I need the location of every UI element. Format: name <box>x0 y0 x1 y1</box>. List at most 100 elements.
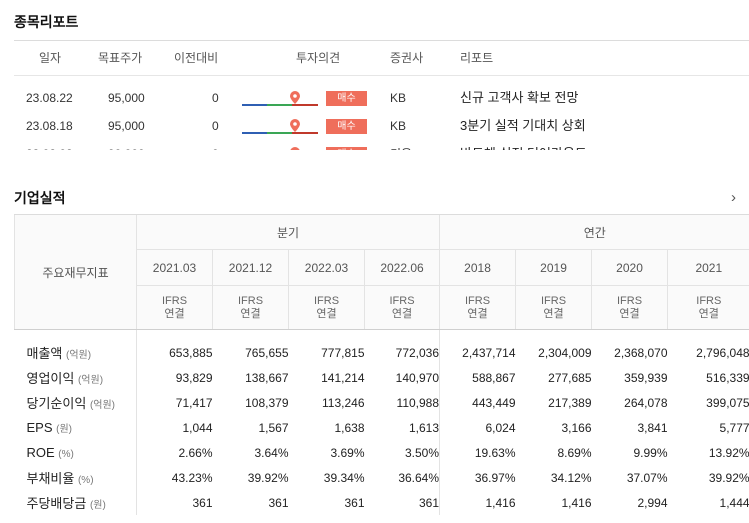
col-broker: 증권사 <box>390 51 424 65</box>
period-header: 2022.06 <box>363 249 440 286</box>
metric-value: 6,024 <box>439 415 516 440</box>
metric-value: 110,988 <box>396 395 440 410</box>
metric-value: 138,667 <box>245 370 289 385</box>
report-broker: 키움 <box>390 140 412 150</box>
financial-rows: 매출액 (억원) 653,885 765,655 777,815 772,036 2,43… <box>15 340 749 515</box>
financial-row: 주당배당금 (원) 361 361 361 361 1,416 1,416 2,994 1,44… <box>15 490 749 515</box>
metric-value: 217,389 <box>548 395 592 410</box>
metric-value: 3,841 <box>637 420 668 435</box>
financial-row: 영업이익 (억원) 93,829 138,667 141,214 140,970 588,… <box>15 365 749 390</box>
metric-value: 1,567 <box>258 420 289 435</box>
opinion-badge: 매수 <box>326 119 367 134</box>
metric-value: 1,416 <box>439 490 516 515</box>
financial-row: EPS (원) 1,044 1,567 1,638 1,613 6,024 3,166 3,8… <box>15 415 749 440</box>
period-header: 2018 <box>439 249 516 286</box>
ifrs-label: IFRS 연결 <box>136 285 213 330</box>
metric-value: 141,214 <box>321 370 365 385</box>
financial-row: 당기순이익 (억원) 71,417 108,379 113,246 110,988 443… <box>15 390 749 415</box>
financial-row: 매출액 (억원) 653,885 765,655 777,815 772,036 2,43… <box>15 340 749 365</box>
metric-value: 140,970 <box>395 370 440 385</box>
metric-label: 매출액 (억원) <box>26 346 92 361</box>
report-target: 95,000 <box>108 91 145 105</box>
ifrs-label: IFRS 연결 <box>591 285 668 330</box>
chevron-right-icon[interactable]: › <box>731 189 736 206</box>
metric-value: 2,304,009 <box>538 345 592 360</box>
metric-value: 9.99% <box>633 445 668 460</box>
report-title-link[interactable]: 3분기 실적 기대치 상회 <box>460 118 586 133</box>
metric-value: 653,885 <box>136 340 213 365</box>
report-date: 23.08.08 <box>26 140 73 150</box>
metric-value: 19.63% <box>439 440 516 465</box>
metric-value: 1,044 <box>136 415 213 440</box>
ifrs-label: IFRS 연결 <box>515 285 592 330</box>
report-row[interactable]: 23.08.08 90,000 0 매수 키움 반도체 실적 턴어라운드 <box>14 140 749 150</box>
opinion-gauge-icon <box>290 147 300 150</box>
metric-label: 부채비율 (%) <box>26 471 94 486</box>
opinion-badge: 매수 <box>326 91 367 106</box>
report-date: 23.08.18 <box>26 119 73 133</box>
metric-value: 2.66% <box>136 440 213 465</box>
financial-table: 주요재무지표 분기 연간 2021.03 2021.12 2022.03 202… <box>14 214 749 515</box>
ifrs-label: IFRS 연결 <box>439 285 516 330</box>
metric-value: 1,444 <box>719 495 749 510</box>
metric-value: 2,796,048 <box>696 345 749 360</box>
metric-value: 108,379 <box>245 395 289 410</box>
report-target: 90,000 <box>108 140 145 150</box>
ifrs-label: IFRS 연결 <box>288 285 365 330</box>
report-list[interactable]: 23.08.22 95,000 0 매수 KB 신규 고객사 확보 전망 23.… <box>14 84 749 150</box>
metric-value: 2,437,714 <box>439 340 516 365</box>
col-opinion: 투자의견 <box>296 51 341 65</box>
metric-value: 359,939 <box>624 370 668 385</box>
metric-value: 36.97% <box>439 465 516 490</box>
metric-value: 264,078 <box>624 395 668 410</box>
report-change: 0 <box>212 119 219 133</box>
period-header: 2021.03 <box>136 249 213 286</box>
col-report: 리포트 <box>460 51 494 65</box>
metric-value: 1,416 <box>561 495 592 510</box>
metric-value: 361 <box>268 495 289 510</box>
report-row[interactable]: 23.08.22 95,000 0 매수 KB 신규 고객사 확보 전망 <box>14 84 749 112</box>
period-header: 2021 <box>667 249 749 286</box>
metric-value: 361 <box>136 490 213 515</box>
metric-value: 277,685 <box>548 370 592 385</box>
metric-value: 2,368,070 <box>614 345 668 360</box>
report-table-header: 일자 목표주가 이전대비 투자의견 증권사 리포트 <box>14 40 749 76</box>
metric-value: 3.50% <box>405 445 440 460</box>
col-date: 일자 <box>39 51 62 65</box>
metric-value: 361 <box>344 495 365 510</box>
opinion-badge: 매수 <box>326 147 367 150</box>
metric-value: 39.92% <box>708 470 749 485</box>
metric-label: EPS (원) <box>26 420 73 435</box>
metric-value: 37.07% <box>626 470 668 485</box>
financial-row: 부채비율 (%) 43.23% 39.92% 39.34% 36.64% 36.97% 34… <box>15 465 749 490</box>
period-header: 2021.12 <box>212 249 289 286</box>
report-title-link[interactable]: 반도체 실적 턴어라운드 <box>460 140 587 150</box>
opinion-gauge-icon <box>242 119 318 134</box>
metric-value: 588,867 <box>439 365 516 390</box>
metric-value: 39.92% <box>247 470 289 485</box>
financial-row: ROE (%) 2.66% 3.64% 3.69% 3.50% 19.63% 8.69% 9.… <box>15 440 749 465</box>
report-row[interactable]: 23.08.18 95,000 0 매수 KB 3분기 실적 기대치 상회 <box>14 112 749 140</box>
row-header-label: 주요재무지표 <box>14 214 137 330</box>
metric-value: 34.12% <box>550 470 592 485</box>
metric-value: 3.69% <box>330 445 365 460</box>
report-target: 95,000 <box>108 119 145 133</box>
report-title-link[interactable]: 신규 고객사 확보 전망 <box>460 90 579 105</box>
metric-value: 13.92% <box>708 445 749 460</box>
metric-value: 399,075 <box>706 395 749 410</box>
metric-value: 5,777 <box>719 420 749 435</box>
col-change: 이전대비 <box>174 51 219 65</box>
period-header: 2019 <box>515 249 592 286</box>
ifrs-label: IFRS 연결 <box>212 285 289 330</box>
metric-value: 361 <box>419 495 440 510</box>
period-header: 2020 <box>591 249 668 286</box>
metric-value: 1,613 <box>409 420 440 435</box>
metric-value: 93,829 <box>136 365 213 390</box>
group-quarter: 분기 <box>135 214 440 250</box>
perf-section-title: 기업실적 <box>14 190 66 206</box>
report-section-title: 종목리포트 <box>14 14 79 30</box>
metric-value: 516,339 <box>706 370 749 385</box>
metric-value: 36.64% <box>398 470 440 485</box>
metric-label: 영업이익 (억원) <box>26 371 104 386</box>
opinion-gauge-icon <box>242 91 318 106</box>
